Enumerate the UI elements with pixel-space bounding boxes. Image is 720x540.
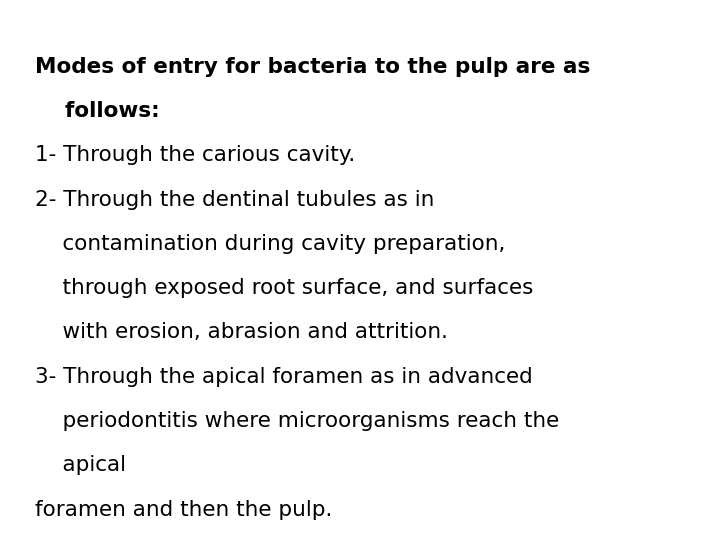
Text: 1- Through the carious cavity.: 1- Through the carious cavity. [35,145,355,165]
Text: follows:: follows: [35,101,159,121]
Text: Modes of entry for bacteria to the pulp are as: Modes of entry for bacteria to the pulp … [35,57,590,77]
Text: contamination during cavity preparation,: contamination during cavity preparation, [35,234,505,254]
Text: 2- Through the dentinal tubules as in: 2- Through the dentinal tubules as in [35,190,434,210]
Text: foramen and then the pulp.: foramen and then the pulp. [35,500,332,519]
Text: with erosion, abrasion and attrition.: with erosion, abrasion and attrition. [35,322,448,342]
Text: apical: apical [35,455,125,475]
Text: through exposed root surface, and surfaces: through exposed root surface, and surfac… [35,278,533,298]
Text: 3- Through the apical foramen as in advanced: 3- Through the apical foramen as in adva… [35,367,532,387]
Text: periodontitis where microorganisms reach the: periodontitis where microorganisms reach… [35,411,559,431]
